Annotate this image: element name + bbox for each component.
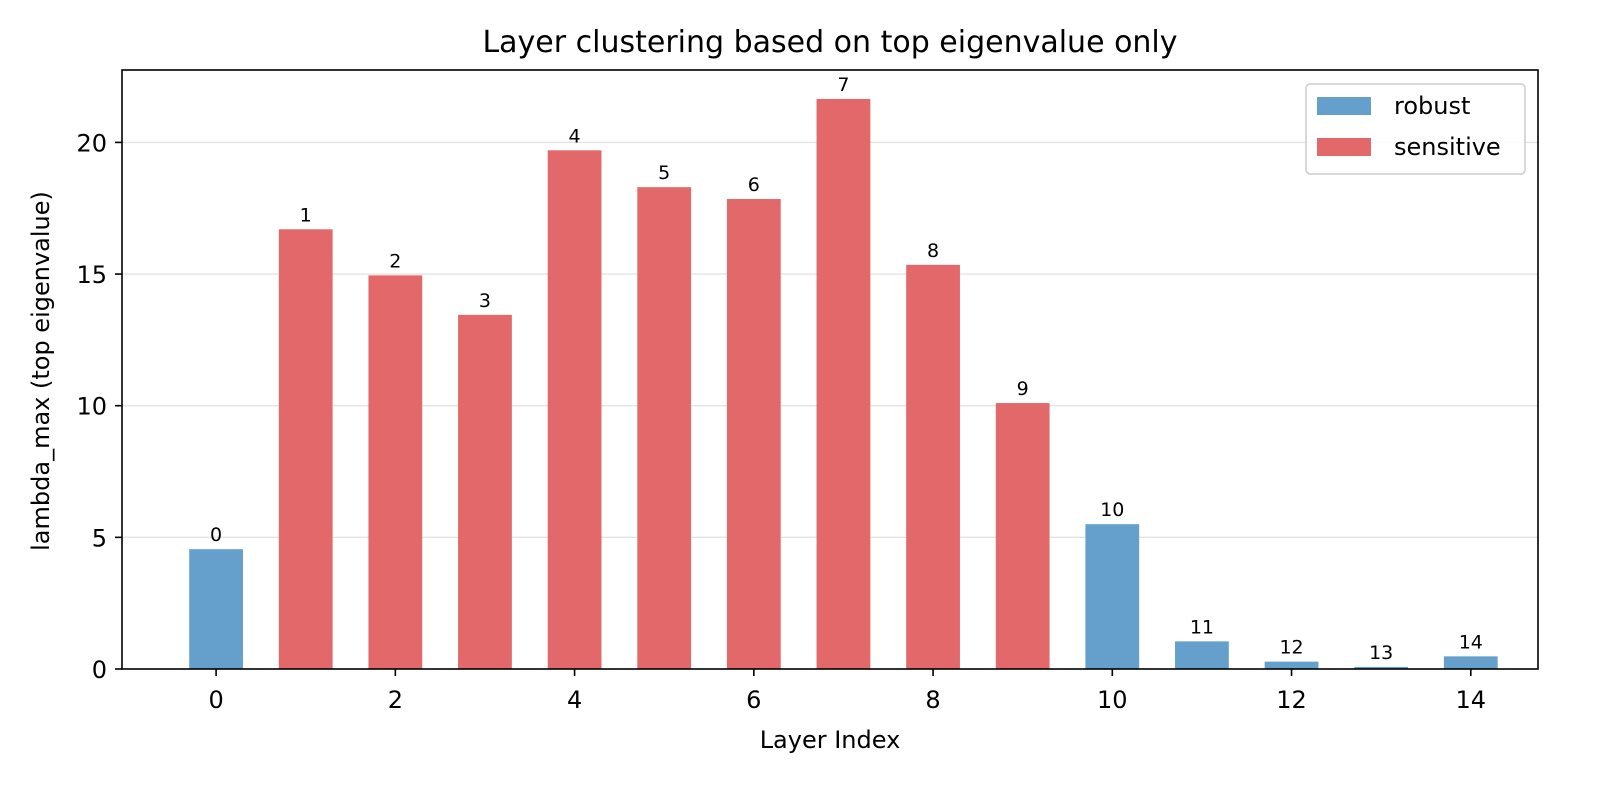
y-axis-label: lambda_max (top eigenvalue) — [27, 191, 55, 551]
bar-layer-2 — [368, 275, 423, 669]
bar-layer-4 — [547, 150, 602, 670]
x-axis-ticks: 0 2 4 6 8 10 12 14 — [208, 669, 1486, 714]
bar-layer-12 — [1264, 661, 1319, 669]
x-tick-label-12: 12 — [1276, 686, 1307, 714]
bar-label-1: 1 — [300, 204, 312, 226]
bar-layer-5 — [637, 187, 692, 669]
bar-label-9: 9 — [1017, 378, 1029, 400]
legend-swatch-robust — [1317, 97, 1371, 115]
legend: robust sensitive — [1305, 83, 1526, 175]
bar-label-6: 6 — [748, 174, 760, 196]
bar-label-11: 11 — [1190, 616, 1214, 638]
x-tick-label-4: 4 — [567, 686, 582, 714]
bars — [189, 98, 1498, 670]
bar-label-10: 10 — [1100, 499, 1124, 521]
bar-label-12: 12 — [1279, 637, 1303, 659]
plot-frame — [121, 69, 1539, 670]
y-tick-label-0: 0 — [92, 656, 107, 684]
x-axis-label: Layer Index — [760, 726, 901, 754]
x-tick-label-0: 0 — [208, 686, 223, 714]
bar-layer-1 — [278, 229, 333, 670]
bar-layer-9 — [995, 403, 1050, 669]
x-tick-label-14: 14 — [1456, 686, 1487, 714]
bar-layer-10 — [1085, 524, 1140, 669]
bar-layer-8 — [906, 264, 960, 669]
bar-layer-3 — [458, 314, 512, 669]
bar-label-0: 0 — [210, 524, 222, 546]
y-tick-label-20: 20 — [76, 129, 107, 157]
bar-layer-13 — [1354, 666, 1409, 669]
bar-label-4: 4 — [569, 125, 581, 147]
x-tick-label-10: 10 — [1097, 686, 1128, 714]
bar-layer-14 — [1443, 656, 1498, 669]
legend-swatch-sensitive — [1317, 138, 1371, 156]
legend-label-sensitive: sensitive — [1394, 133, 1501, 161]
bar-layer-7 — [816, 98, 871, 669]
bar-layer-11 — [1175, 641, 1229, 669]
bar-label-7: 7 — [837, 74, 849, 96]
bar-label-13: 13 — [1369, 642, 1393, 664]
bar-label-14: 14 — [1459, 631, 1483, 653]
bar-layer-0 — [189, 549, 243, 669]
bar-layer-6 — [726, 199, 781, 669]
y-tick-label-5: 5 — [92, 524, 107, 552]
bar-label-8: 8 — [927, 240, 939, 262]
legend-label-robust: robust — [1394, 92, 1470, 120]
y-tick-label-15: 15 — [76, 261, 107, 289]
x-tick-label-2: 2 — [388, 686, 403, 714]
bar-label-3: 3 — [479, 290, 491, 312]
chart-title: Layer clustering based on top eigenvalue… — [482, 25, 1177, 60]
x-tick-label-6: 6 — [746, 686, 761, 714]
bar-label-2: 2 — [389, 250, 401, 272]
bar-label-5: 5 — [658, 162, 670, 184]
x-tick-label-8: 8 — [925, 686, 940, 714]
y-axis-ticks: 0 5 10 15 20 — [76, 129, 122, 684]
y-tick-label-10: 10 — [76, 393, 107, 421]
